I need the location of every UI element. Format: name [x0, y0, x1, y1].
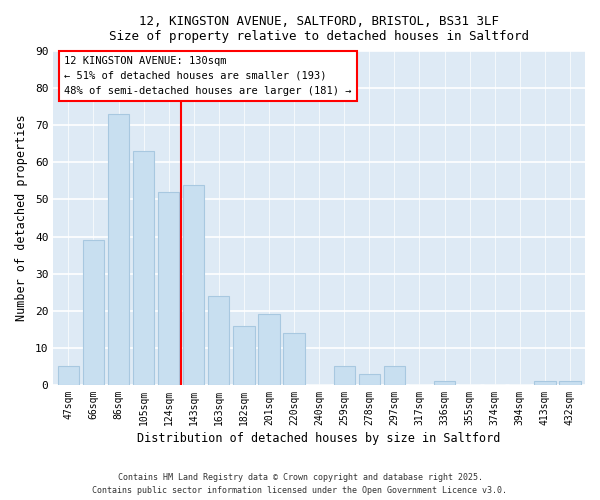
Bar: [359, 374, 380, 385]
Bar: [183, 184, 205, 385]
Bar: [83, 240, 104, 385]
Bar: [158, 192, 179, 385]
Title: 12, KINGSTON AVENUE, SALTFORD, BRISTOL, BS31 3LF
Size of property relative to de: 12, KINGSTON AVENUE, SALTFORD, BRISTOL, …: [109, 15, 529, 43]
Bar: [108, 114, 129, 385]
Bar: [133, 152, 154, 385]
Bar: [434, 381, 455, 385]
Bar: [259, 314, 280, 385]
X-axis label: Distribution of detached houses by size in Saltford: Distribution of detached houses by size …: [137, 432, 501, 445]
Y-axis label: Number of detached properties: Number of detached properties: [15, 114, 28, 322]
Text: 12 KINGSTON AVENUE: 130sqm
← 51% of detached houses are smaller (193)
48% of sem: 12 KINGSTON AVENUE: 130sqm ← 51% of deta…: [64, 56, 352, 96]
Bar: [283, 333, 305, 385]
Bar: [534, 381, 556, 385]
Bar: [58, 366, 79, 385]
Bar: [334, 366, 355, 385]
Text: Contains HM Land Registry data © Crown copyright and database right 2025.
Contai: Contains HM Land Registry data © Crown c…: [92, 474, 508, 495]
Bar: [559, 381, 581, 385]
Bar: [384, 366, 405, 385]
Bar: [233, 326, 254, 385]
Bar: [208, 296, 229, 385]
